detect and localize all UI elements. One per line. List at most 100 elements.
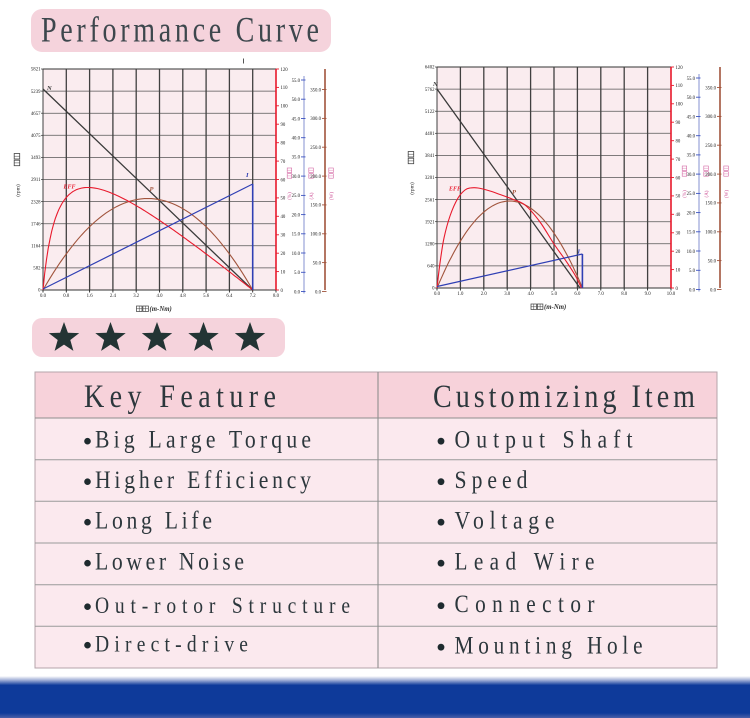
svg-text:100: 100 xyxy=(676,103,684,108)
svg-text:110: 110 xyxy=(676,84,684,89)
svg-text:3493: 3493 xyxy=(31,156,41,161)
svg-text:0.0: 0.0 xyxy=(40,294,47,299)
svg-text:Performance Curve: Performance Curve xyxy=(41,9,319,49)
svg-text:(%): (%) xyxy=(683,190,688,198)
svg-text:Lead Wire: Lead Wire xyxy=(455,548,595,576)
svg-text:110: 110 xyxy=(281,86,289,91)
svg-text:30.0: 30.0 xyxy=(687,173,696,178)
svg-text:0: 0 xyxy=(38,289,41,294)
svg-text:2.0: 2.0 xyxy=(481,292,488,297)
svg-text:2.4: 2.4 xyxy=(110,294,117,299)
svg-text:35.0: 35.0 xyxy=(687,154,696,159)
svg-text:Mounting Hole: Mounting Hole xyxy=(455,632,643,660)
svg-text:20.0: 20.0 xyxy=(292,213,301,218)
svg-text:45.0: 45.0 xyxy=(292,117,301,122)
svg-text:4.0: 4.0 xyxy=(528,292,535,297)
svg-text:10.0: 10.0 xyxy=(687,250,696,255)
svg-text:40: 40 xyxy=(676,213,681,218)
svg-text:120: 120 xyxy=(281,68,289,73)
svg-text:5239: 5239 xyxy=(31,90,41,95)
svg-text:0: 0 xyxy=(281,289,284,294)
svg-text:70: 70 xyxy=(676,158,681,163)
svg-text:6.0: 6.0 xyxy=(574,292,581,297)
svg-text:60: 60 xyxy=(281,178,286,183)
svg-text:40.0: 40.0 xyxy=(292,136,301,141)
svg-text:4481: 4481 xyxy=(425,132,435,137)
svg-text:P: P xyxy=(150,186,155,193)
svg-text:0.0: 0.0 xyxy=(689,288,696,293)
svg-text:55.0: 55.0 xyxy=(687,77,696,82)
svg-text:N: N xyxy=(432,81,438,88)
svg-text:8.0: 8.0 xyxy=(273,294,280,299)
svg-text:15.0: 15.0 xyxy=(687,231,696,236)
svg-text:Customizing Item: Customizing Item xyxy=(433,378,695,415)
svg-text:35.0: 35.0 xyxy=(292,156,301,161)
svg-text:5.0: 5.0 xyxy=(551,292,558,297)
svg-text:80: 80 xyxy=(281,141,286,146)
svg-text:EFF: EFF xyxy=(63,185,76,191)
svg-text:0: 0 xyxy=(432,287,435,292)
svg-text:5.6: 5.6 xyxy=(203,294,210,299)
svg-text:60: 60 xyxy=(676,176,681,181)
svg-text:0.0: 0.0 xyxy=(434,292,441,297)
svg-text:20: 20 xyxy=(281,252,286,257)
svg-text:7.0: 7.0 xyxy=(598,292,605,297)
svg-text:25.0: 25.0 xyxy=(292,194,301,199)
svg-text:100.0: 100.0 xyxy=(705,231,716,236)
svg-text:25.0: 25.0 xyxy=(687,192,696,197)
svg-text:1746: 1746 xyxy=(31,222,41,227)
svg-text:70: 70 xyxy=(281,160,286,165)
svg-text:2561: 2561 xyxy=(425,198,435,203)
svg-text:1164: 1164 xyxy=(31,245,41,250)
svg-text:1.0: 1.0 xyxy=(457,292,464,297)
svg-text:90: 90 xyxy=(281,123,286,128)
svg-text:0.0: 0.0 xyxy=(710,288,717,293)
svg-text:P: P xyxy=(512,189,517,196)
svg-text:10: 10 xyxy=(281,270,286,275)
svg-text:0.8: 0.8 xyxy=(63,294,70,299)
svg-text:50.0: 50.0 xyxy=(292,98,301,103)
svg-text:3.2: 3.2 xyxy=(133,294,140,299)
svg-text:100.0: 100.0 xyxy=(310,233,321,238)
svg-text:300.0: 300.0 xyxy=(310,117,321,122)
svg-text:0.0: 0.0 xyxy=(294,290,301,295)
svg-text:100: 100 xyxy=(281,105,289,110)
svg-text:1280: 1280 xyxy=(425,243,435,248)
svg-text:350.0: 350.0 xyxy=(705,86,716,91)
svg-text:10: 10 xyxy=(676,268,681,273)
svg-text:200.0: 200.0 xyxy=(310,175,321,180)
svg-text:40: 40 xyxy=(281,215,286,220)
svg-text:150.0: 150.0 xyxy=(705,202,716,207)
svg-text:(rpm): (rpm) xyxy=(409,182,416,195)
svg-text:Lower Noise: Lower Noise xyxy=(95,548,244,576)
svg-text:6.4: 6.4 xyxy=(226,294,233,299)
svg-text:20: 20 xyxy=(676,250,681,255)
svg-text:640: 640 xyxy=(427,265,435,270)
svg-text:50: 50 xyxy=(676,195,681,200)
svg-text:150.0: 150.0 xyxy=(310,204,321,209)
svg-text:350.0: 350.0 xyxy=(310,88,321,93)
svg-text:50.0: 50.0 xyxy=(687,96,696,101)
svg-text:3.0: 3.0 xyxy=(504,292,511,297)
svg-text:10.0: 10.0 xyxy=(667,292,676,297)
svg-text:45.0: 45.0 xyxy=(687,115,696,120)
svg-text:15.0: 15.0 xyxy=(292,233,301,238)
svg-text:(A): (A) xyxy=(705,190,710,197)
svg-text:(%): (%) xyxy=(288,192,293,200)
svg-text:1921: 1921 xyxy=(425,220,435,225)
svg-text:20.0: 20.0 xyxy=(687,211,696,216)
svg-text:4.0: 4.0 xyxy=(157,294,164,299)
svg-text:2328: 2328 xyxy=(31,200,41,205)
svg-text:30.0: 30.0 xyxy=(292,175,301,180)
svg-text:EFF: EFF xyxy=(448,187,461,193)
svg-text:30: 30 xyxy=(281,234,286,239)
svg-text:(rpm): (rpm) xyxy=(15,184,22,197)
svg-text:Speed: Speed xyxy=(455,466,528,494)
svg-text:(m-Nm): (m-Nm) xyxy=(544,304,566,311)
svg-text:(m-Nm): (m-Nm) xyxy=(150,306,172,313)
svg-text:N: N xyxy=(46,85,52,92)
svg-text:(W): (W) xyxy=(725,190,730,198)
svg-text:5.0: 5.0 xyxy=(294,271,301,276)
svg-text:55.0: 55.0 xyxy=(292,79,301,84)
svg-text:9.0: 9.0 xyxy=(645,292,652,297)
